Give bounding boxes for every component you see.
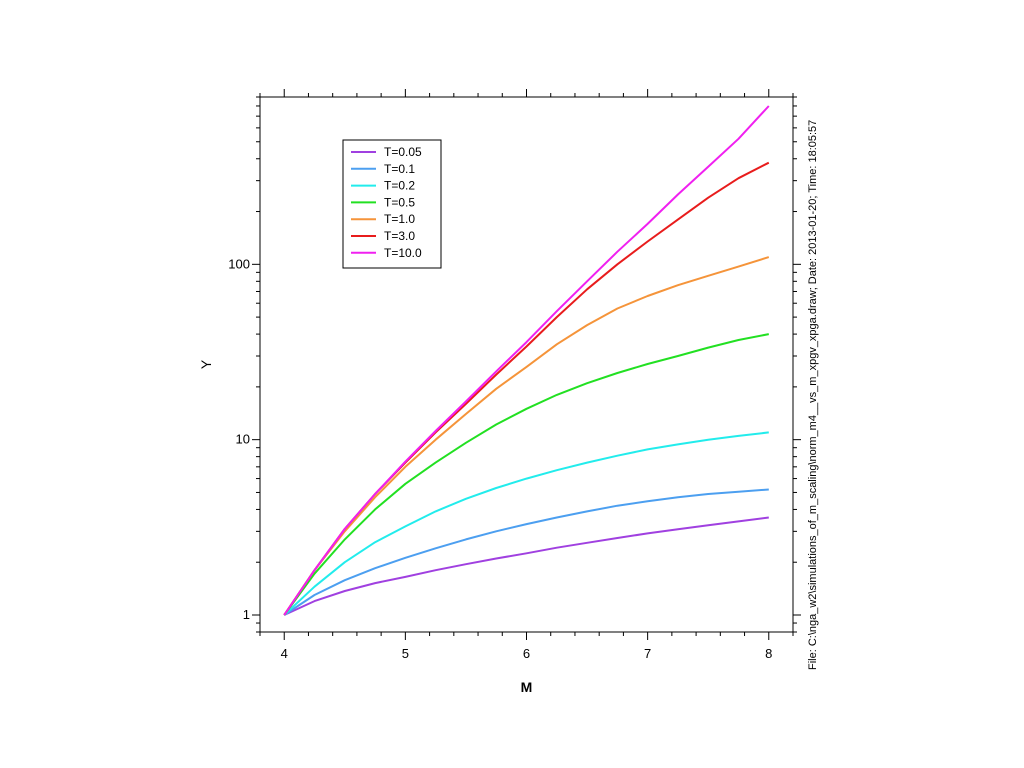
axis-ticks: [252, 89, 801, 640]
y-tick-label: 1: [243, 607, 250, 622]
series-line-t-0-1: [283, 488, 769, 616]
series-line-t-0-2: [283, 431, 769, 616]
y-tick-label: 100: [228, 256, 250, 271]
y-axis-title: Y: [198, 359, 214, 369]
legend-label: T=10.0: [384, 246, 422, 260]
series-line-t-0-05: [283, 516, 769, 616]
legend-label: T=0.5: [384, 195, 415, 209]
file-info-text: File: C:\nga_w2\simulations_of_m_scaling…: [807, 120, 819, 670]
y-tick-label: 10: [236, 432, 250, 447]
x-tick-label: 5: [402, 646, 409, 661]
series-layer: [283, 105, 770, 616]
legend-label: T=0.1: [384, 162, 415, 176]
x-tick-label: 6: [523, 646, 530, 661]
x-tick-label: 4: [281, 646, 288, 661]
x-axis-title: M: [521, 679, 533, 695]
plot-frame: [259, 96, 794, 633]
legend-label: T=3.0: [384, 229, 415, 243]
legend-label: T=0.05: [384, 145, 422, 159]
legend-label: T=0.2: [384, 179, 415, 193]
series-line-t-0-5: [283, 333, 769, 616]
x-tick-label: 8: [765, 646, 772, 661]
series-line-t-10-0: [283, 105, 770, 616]
legend-label: T=1.0: [384, 212, 415, 226]
x-tick-label: 7: [644, 646, 651, 661]
tick-labels: 4 5 6 7 8 1 10 100: [228, 256, 772, 661]
legend: T=0.05 T=0.1 T=0.2 T=0.5 T=1.0 T=3.0 T=10.0: [342, 139, 442, 269]
series-line-t-1-0: [283, 256, 770, 616]
legend-box: [342, 139, 442, 269]
